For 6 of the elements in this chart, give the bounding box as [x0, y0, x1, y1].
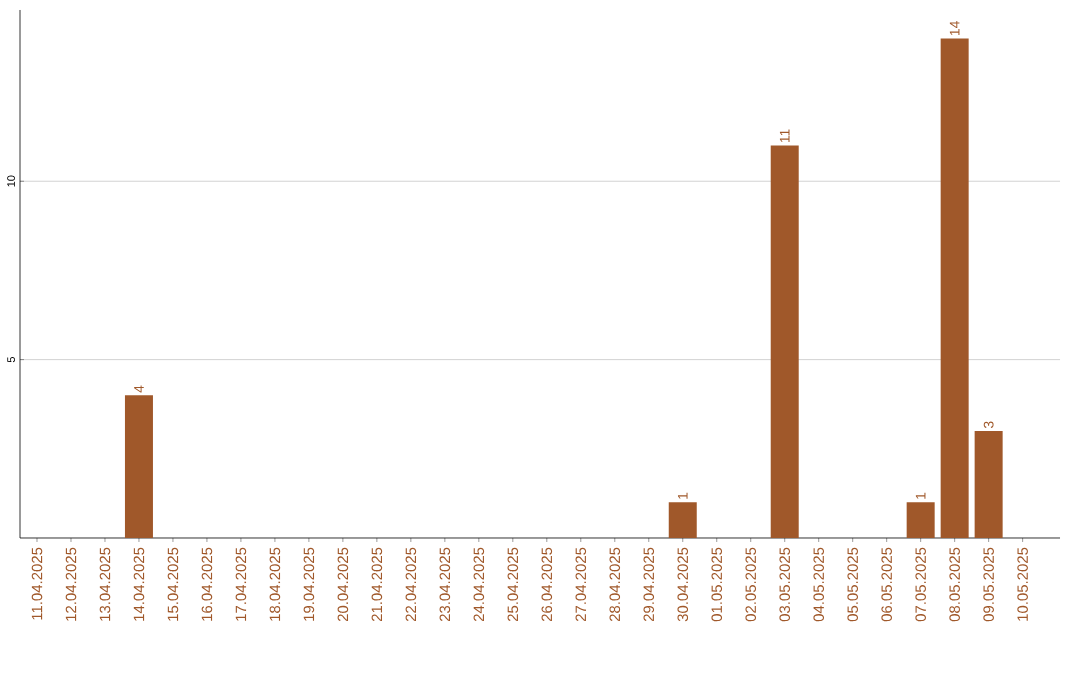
- bar: [124, 395, 153, 538]
- bar: [974, 430, 1003, 538]
- bar: [940, 38, 969, 538]
- bar: [668, 502, 697, 538]
- bar: [770, 145, 799, 538]
- bar: [906, 502, 935, 538]
